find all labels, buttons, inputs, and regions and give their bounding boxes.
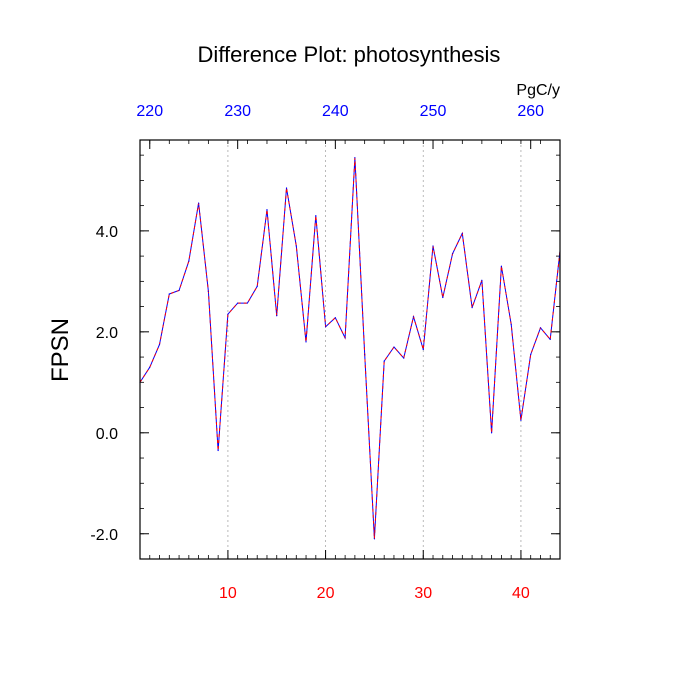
series-line-dashed-0 xyxy=(139,157,561,539)
y-tick-label: -2.0 xyxy=(90,527,118,544)
data-point xyxy=(315,215,317,217)
data-point xyxy=(344,337,346,339)
data-point xyxy=(227,313,229,315)
data-point xyxy=(354,157,356,159)
x-bottom-tick-label: 20 xyxy=(317,585,335,602)
y-tick-label: 2.0 xyxy=(96,325,118,342)
y-axis-label: FPSN xyxy=(47,318,74,382)
data-point xyxy=(256,285,258,287)
data-point xyxy=(383,360,385,362)
y-tick-label: 4.0 xyxy=(96,224,118,241)
data-point xyxy=(334,317,336,319)
data-point xyxy=(432,245,434,247)
data-point xyxy=(461,232,463,234)
data-point xyxy=(510,323,512,325)
data-point xyxy=(178,289,180,292)
data-point xyxy=(500,265,502,267)
data-point xyxy=(451,252,454,255)
data-point xyxy=(481,279,483,281)
x-top-tick-label: 240 xyxy=(322,103,349,120)
plot-frame xyxy=(139,139,561,560)
axis-ticks: -2.0 0.0 2.0 4.0 10 20 30 40 220 230 240 250 260 xyxy=(90,103,561,602)
data-point xyxy=(305,341,307,343)
data-point xyxy=(168,293,170,295)
data-point xyxy=(412,316,415,318)
x-bottom-tick-label: 40 xyxy=(512,585,530,602)
data-point xyxy=(471,307,473,309)
y-tick-label: 0.0 xyxy=(96,426,118,443)
data-point xyxy=(530,353,532,356)
data-point xyxy=(207,290,209,293)
grid-lines xyxy=(227,140,522,559)
data-point xyxy=(324,326,327,328)
data-point xyxy=(539,327,542,329)
x-top-tick-label: 230 xyxy=(224,103,251,120)
data-point xyxy=(403,357,405,359)
data-point xyxy=(491,432,493,434)
data-point xyxy=(285,187,288,189)
data-point xyxy=(549,338,551,341)
x-top-tick-label: 260 xyxy=(517,103,544,120)
data-point xyxy=(364,353,366,356)
x-bottom-tick-label: 30 xyxy=(414,585,432,602)
data-point xyxy=(246,302,249,304)
data-point xyxy=(295,245,297,247)
data-series xyxy=(139,157,561,540)
chart-title: Difference Plot: photosynthesis xyxy=(198,42,501,67)
data-point xyxy=(520,419,522,421)
data-point xyxy=(393,346,395,348)
data-point xyxy=(149,366,151,368)
x-bottom-tick-label: 10 xyxy=(219,585,237,602)
data-point xyxy=(422,348,424,351)
data-point xyxy=(442,296,444,299)
data-point xyxy=(237,302,239,304)
data-point xyxy=(217,449,219,452)
data-point xyxy=(373,538,376,540)
data-point xyxy=(158,343,161,346)
top-axis-unit: PgC/y xyxy=(516,82,560,99)
data-point xyxy=(276,315,278,317)
data-point xyxy=(266,209,268,211)
data-point xyxy=(188,260,190,262)
data-point xyxy=(198,202,200,204)
x-top-tick-label: 220 xyxy=(136,103,163,120)
x-top-tick-label: 250 xyxy=(420,103,447,120)
series-line-0 xyxy=(139,157,561,540)
